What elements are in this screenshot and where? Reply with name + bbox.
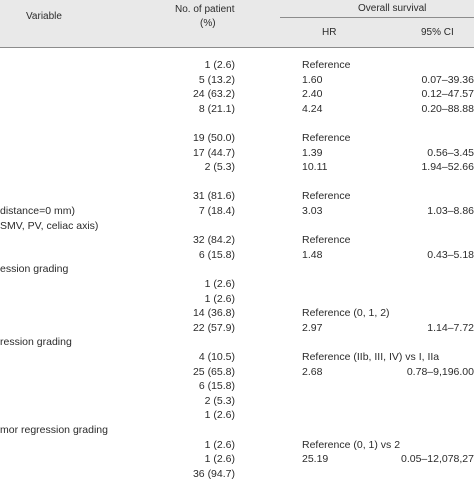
cell-hr: 2.97 [302, 321, 323, 334]
cell-patients: 14 (36.8) [192, 307, 235, 320]
cell-variable: mor regression grading [0, 424, 108, 436]
cell-hr: 25.19 [302, 453, 329, 466]
cell-patients: 17 (44.7) [192, 146, 235, 159]
cell-hr: Reference (IIb, III, IV) vs I, IIa [302, 351, 440, 363]
table-row: 6 (15.8) [0, 379, 474, 394]
cell-patients: 1 (2.6) [204, 59, 235, 71]
cell-ci: 1.94–52.66 [421, 161, 474, 174]
cell-patients: 31 (81.6) [192, 190, 235, 203]
table-row: 14 (36.8) Reference (0, 1, 2) [0, 306, 474, 321]
table-row: 1 (2.6) [0, 277, 474, 292]
cell-ci: 0.78–9,196.00 [406, 365, 474, 378]
cell-patients: 1 (2.6) [204, 409, 235, 422]
cell-patients: 24 (63.2) [192, 88, 235, 101]
cell-patients: 8 (21.1) [198, 102, 235, 115]
cell-patients: 1 (2.6) [204, 278, 235, 290]
cell-patients: 1 (2.6) [204, 438, 235, 451]
cell-hr: Reference [302, 190, 351, 203]
table-row: SMV, PV, celiac axis) [0, 219, 474, 234]
cell-patients: 2 (5.3) [204, 161, 235, 174]
cell-patients: 19 (50.0) [192, 132, 235, 144]
cell-ci: 1.03–8.86 [427, 205, 474, 217]
table-row: 25 (65.8) 2.68 0.78–9,196.00 [0, 365, 474, 380]
cell-ci: 0.20–88.88 [421, 102, 474, 115]
table-row: 1 (2.6) Reference (0, 1) vs 2 [0, 438, 474, 453]
cell-patients: 5 (13.2) [198, 73, 235, 86]
header-overall-survival: Overall survival [358, 3, 427, 14]
header-divider [280, 17, 474, 18]
cell-hr: 1.39 [302, 146, 323, 159]
cell-patients: 2 (5.3) [204, 394, 235, 407]
cell-hr: 4.24 [302, 102, 323, 115]
cell-patients: 6 (15.8) [198, 380, 235, 393]
cell-patients: 22 (57.9) [192, 321, 235, 334]
cell-patients: 25 (65.8) [192, 365, 235, 378]
table-row: 31 (81.6) Reference [0, 189, 474, 204]
header-hr: HR [322, 27, 337, 38]
table-row: 32 (84.2) Reference [0, 233, 474, 248]
table-row: mor regression grading [0, 423, 474, 438]
cell-ci: 0.12–47.57 [421, 88, 474, 101]
cell-patients: 1 (2.6) [204, 453, 235, 466]
table-row [0, 175, 474, 190]
table-row: ession grading [0, 262, 474, 277]
cell-variable: ression grading [0, 336, 72, 349]
table-row: 2 (5.3) 10.11 1.94–52.66 [0, 160, 474, 175]
table-row: 1 (2.6) [0, 408, 474, 423]
cell-ci: 0.07–39.36 [421, 73, 474, 86]
table-row: 2 (5.3) [0, 394, 474, 409]
cell-hr: Reference (0, 1) vs 2 [302, 438, 401, 451]
table-row: 1 (2.6) 25.19 0.05–12,078,27 [0, 452, 474, 467]
cell-ci: 0.05–12,078,27 [401, 453, 474, 466]
table-row: 8 (21.1) 4.24 0.20–88.88 [0, 102, 474, 117]
table-row: 6 (15.8) 1.48 0.43–5.18 [0, 248, 474, 263]
cell-hr: 10.11 [302, 161, 328, 174]
cell-hr: Reference [302, 59, 351, 71]
table-row: 22 (57.9) 2.97 1.14–7.72 [0, 321, 474, 336]
cell-patients: 6 (15.8) [198, 248, 235, 261]
header-variable: Variable [26, 11, 62, 22]
cell-variable: ession grading [0, 263, 69, 276]
header-patients: No. of patient [175, 4, 235, 15]
table-row: 4 (10.5) Reference (IIb, III, IV) vs I, I… [0, 350, 474, 365]
cell-patients: 1 (2.6) [204, 292, 235, 305]
table-row: 17 (44.7) 1.39 0.56–3.45 [0, 146, 474, 161]
cell-patients: 36 (94.7) [192, 467, 235, 480]
cell-ci: 1.14–7.72 [427, 321, 474, 334]
cell-variable: SMV, PV, celiac axis) [0, 219, 99, 232]
table-row: ression grading [0, 335, 474, 350]
cell-patients: 4 (10.5) [198, 351, 235, 363]
cell-hr: Reference [302, 132, 351, 144]
table-header: Variable No. of patient (%) Overall surv… [0, 0, 474, 48]
table-row: distance=0 mm) 7 (18.4) 3.03 1.03–8.86 [0, 204, 474, 219]
cell-variable: distance=0 mm) [0, 205, 75, 217]
table-row: 1 (2.6) Reference [0, 58, 474, 73]
table-row: 5 (13.2) 1.60 0.07–39.36 [0, 73, 474, 88]
cell-hr: 1.48 [302, 248, 323, 261]
cell-hr: Reference (0, 1, 2) [302, 307, 390, 320]
table-row [0, 116, 474, 131]
header-patients-unit: (%) [200, 18, 216, 29]
cell-ci: 0.56–3.45 [427, 146, 474, 159]
cell-patients: 7 (18.4) [198, 205, 235, 217]
table-row: 1 (2.6) [0, 292, 474, 307]
cell-hr: 2.40 [302, 88, 323, 101]
cell-hr: Reference [302, 234, 351, 247]
table-row: 24 (63.2) 2.40 0.12–47.57 [0, 87, 474, 102]
header-ci: 95% CI [421, 27, 454, 38]
cell-hr: 2.68 [302, 365, 323, 378]
table-row: 19 (50.0) Reference [0, 131, 474, 146]
cell-patients: 32 (84.2) [192, 234, 235, 247]
cell-hr: 1.60 [302, 73, 323, 86]
table-row: 36 (94.7) [0, 467, 474, 482]
cell-hr: 3.03 [302, 205, 323, 217]
cell-ci: 0.43–5.18 [427, 248, 474, 261]
